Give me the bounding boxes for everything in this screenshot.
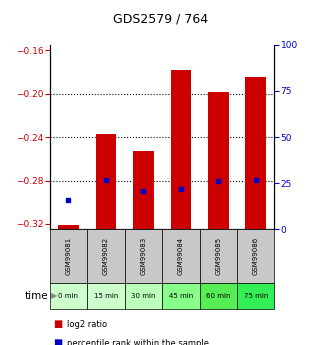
Text: GSM99084: GSM99084: [178, 237, 184, 275]
Bar: [170, 70, 191, 229]
Text: GSM99086: GSM99086: [253, 237, 259, 275]
Bar: [246, 77, 266, 229]
Text: ■: ■: [53, 319, 62, 329]
Bar: [58, 225, 79, 229]
Text: GSM99085: GSM99085: [215, 237, 221, 275]
Text: 15 min: 15 min: [94, 293, 118, 299]
Bar: [208, 91, 229, 229]
Bar: [96, 134, 116, 229]
Text: GSM99082: GSM99082: [103, 237, 109, 275]
Text: GSM99081: GSM99081: [65, 237, 72, 275]
Text: percentile rank within the sample: percentile rank within the sample: [67, 339, 209, 345]
Text: 45 min: 45 min: [169, 293, 193, 299]
Text: ■: ■: [53, 338, 62, 345]
Text: GDS2579 / 764: GDS2579 / 764: [113, 12, 208, 25]
Text: 60 min: 60 min: [206, 293, 230, 299]
Text: GSM99083: GSM99083: [140, 237, 146, 275]
Text: 75 min: 75 min: [244, 293, 268, 299]
Text: log2 ratio: log2 ratio: [67, 320, 108, 329]
Text: 0 min: 0 min: [58, 293, 78, 299]
Text: time: time: [24, 291, 48, 301]
Text: 30 min: 30 min: [131, 293, 156, 299]
Bar: [133, 151, 154, 229]
Text: ▶: ▶: [51, 291, 58, 300]
